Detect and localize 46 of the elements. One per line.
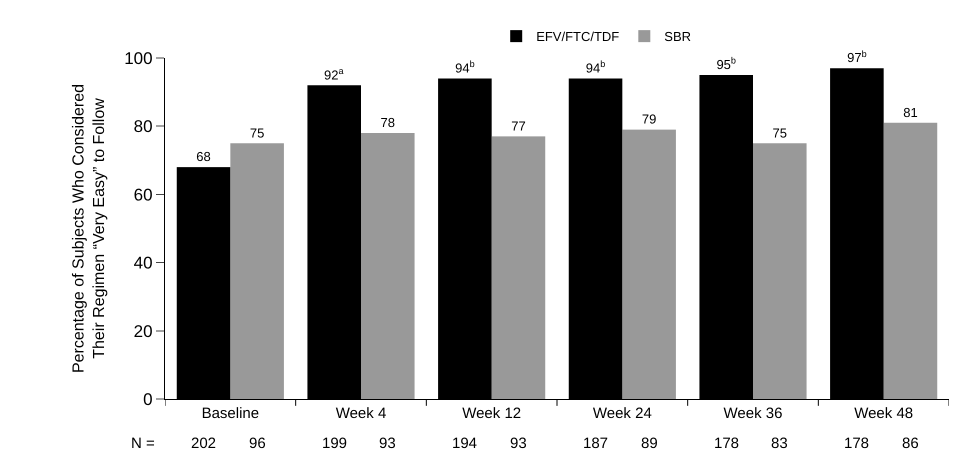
data-label: 92$^{a}$ — [324, 66, 344, 82]
text: 93 — [510, 435, 527, 452]
text: 178 — [714, 435, 740, 452]
text: 86 — [902, 435, 919, 452]
y-tick-label: 60 — [134, 185, 153, 204]
y-tick-label: 0 — [143, 390, 153, 409]
bar — [361, 133, 415, 399]
text: 202 — [191, 435, 216, 452]
x-tick-label: Baseline — [202, 405, 260, 422]
x-tick-label: Week 48 — [854, 405, 914, 422]
data-label: 68 — [196, 149, 211, 164]
text: 187 — [583, 435, 608, 452]
bar — [884, 122, 938, 399]
y-tick-label: 20 — [134, 322, 153, 341]
data-label: 75 — [250, 125, 264, 140]
bar — [622, 130, 676, 399]
data-label: 95$^{b}$ — [716, 56, 736, 72]
text: 178 — [844, 435, 870, 452]
legend-label: EFV/FTC/TDF — [536, 29, 620, 44]
data-label: 75 — [772, 125, 788, 140]
text: 83 — [771, 435, 788, 452]
y-tick-label: 40 — [134, 254, 153, 273]
text: 194 — [452, 435, 478, 452]
x-tick-label: Week 4 — [336, 405, 386, 422]
data-label: 97$^{b}$ — [847, 48, 867, 66]
data-label: 79 — [642, 112, 656, 127]
x-tick-label: Week 36 — [724, 405, 782, 422]
bar — [230, 143, 284, 399]
text: 96 — [249, 435, 266, 452]
x-tick-label: Week 12 — [462, 405, 522, 422]
data-label: 81 — [903, 104, 918, 120]
y-tick-label: 80 — [134, 117, 153, 136]
data-label: 94$^{b}$ — [455, 59, 475, 76]
text: 89 — [641, 435, 658, 452]
data-label: 77 — [511, 118, 526, 134]
text: 93 — [379, 435, 396, 452]
text: 199 — [322, 435, 348, 452]
y-tick-label: 100 — [124, 48, 153, 68]
data-label: 78 — [380, 115, 396, 130]
bar — [492, 136, 546, 399]
data-label: 94$^{b}$ — [586, 59, 606, 76]
y-axis-title: Percentage of Subjects Who Considered Their Regimen “Very Easy” to Follow — [70, 84, 108, 374]
bar — [753, 143, 807, 399]
x-tick-label: Week 24 — [592, 405, 652, 422]
text: N = — [131, 435, 155, 452]
legend-label: SBR — [664, 29, 692, 44]
